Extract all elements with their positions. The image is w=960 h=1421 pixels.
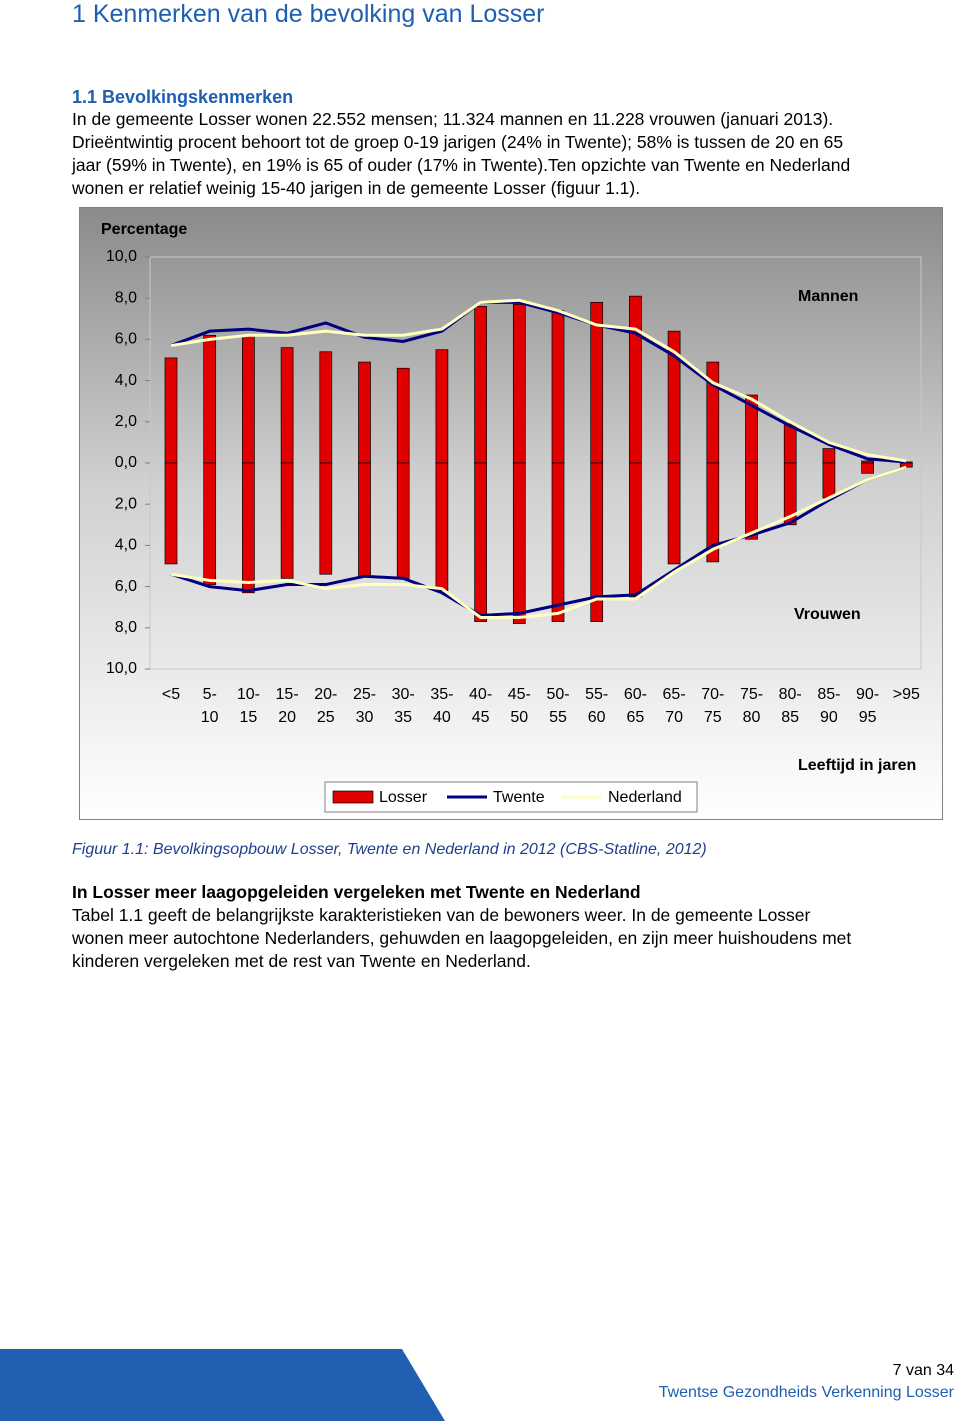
paragraph-line: In de gemeente Losser wonen 22.552 mense…	[72, 109, 834, 129]
x-tick-label: >95	[892, 686, 920, 703]
section-title: In Losser meer laagopgeleiden vergeleken…	[72, 882, 641, 902]
bar	[474, 462, 487, 622]
x-tick-label: 10- 15	[236, 686, 260, 726]
y-tick-label: 0,0	[115, 454, 137, 471]
legend-swatch	[332, 790, 374, 804]
bar	[629, 295, 642, 464]
footer-text: Twentse Gezondheids Verkenning Losser	[658, 1384, 954, 1401]
bar	[319, 462, 333, 575]
y-axis-label: Percentage	[101, 221, 187, 238]
legend-label: Nederland	[608, 789, 682, 806]
footer-band	[0, 1349, 445, 1421]
x-tick-label: 75- 80	[739, 686, 764, 726]
y-tick-label: 8,0	[115, 619, 137, 636]
bar	[203, 462, 217, 585]
x-tick-label: 65- 70	[662, 686, 686, 726]
y-tick-label: 6,0	[115, 578, 137, 595]
bar	[706, 462, 720, 563]
annotation: Vrouwen	[794, 606, 861, 623]
bar	[396, 367, 410, 464]
x-tick-label: 35- 40	[430, 686, 454, 726]
line	[170, 465, 907, 617]
x-tick-label: 90- 95	[856, 686, 880, 726]
bar	[783, 462, 797, 526]
legend-label: Losser	[379, 789, 428, 806]
page-title: 1 Kenmerken van de bevolking van Losser	[72, 0, 545, 28]
bar	[474, 306, 487, 464]
bar	[667, 462, 681, 565]
y-tick-label: 8,0	[115, 289, 137, 306]
x-tick-label: 45- 50	[507, 686, 531, 726]
bar	[822, 462, 836, 499]
y-tick-label: 4,0	[115, 537, 137, 554]
bar	[706, 361, 720, 464]
bar	[551, 310, 565, 464]
paragraph-line: Tabel 1.1 geeft de belangrijkste karakte…	[72, 905, 811, 925]
y-tick-label: 2,0	[115, 495, 137, 512]
bar	[590, 462, 604, 622]
bar	[629, 462, 642, 598]
y-tick-label: 6,0	[115, 331, 137, 348]
bar	[358, 462, 371, 577]
bar	[396, 462, 410, 579]
bar	[242, 334, 255, 464]
x-axis-label: Leeftijd in jaren	[798, 757, 916, 774]
page-number: 7 van 34	[892, 1362, 954, 1379]
line	[170, 298, 907, 463]
bar	[435, 462, 449, 592]
x-tick-label: 30- 35	[391, 686, 415, 726]
x-tick-label: 50- 55	[546, 686, 570, 726]
bar	[203, 334, 217, 464]
x-tick-label: 70- 75	[701, 686, 725, 726]
line	[170, 465, 907, 619]
bar	[319, 351, 333, 464]
paragraph-line: Drieëntwintig procent behoort tot de gro…	[72, 132, 844, 152]
paragraph-line: wonen meer autochtone Nederlanders, gehu…	[72, 928, 852, 948]
subtitle: 1.1 Bevolkingskenmerken	[72, 87, 294, 107]
bar	[164, 462, 178, 565]
bar	[745, 462, 758, 540]
y-tick-label: 10,0	[106, 248, 137, 265]
y-tick-label: 10,0	[106, 660, 137, 677]
line	[170, 300, 907, 464]
x-tick-label: 20- 25	[314, 686, 338, 726]
bar	[551, 462, 565, 622]
paragraph-line: wonen er relatief weinig 15-40 jarigen i…	[72, 178, 641, 198]
bar	[435, 349, 449, 464]
paragraph-line: jaar (59% in Twente), en 19% is 65 of ou…	[72, 155, 851, 175]
bar	[822, 448, 836, 464]
legend-label: Twente	[493, 789, 545, 806]
annotation: Mannen	[798, 288, 858, 305]
x-tick-label: 40- 45	[469, 686, 493, 726]
figure-caption: Figuur 1.1: Bevolkingsopbouw Losser, Twe…	[72, 841, 707, 858]
x-tick-label: 25- 30	[352, 686, 377, 726]
x-tick-label: 5- 10	[200, 686, 219, 726]
bar	[512, 462, 526, 625]
bar	[358, 361, 371, 464]
bar	[164, 357, 178, 464]
bar	[280, 462, 294, 579]
legend	[324, 781, 698, 813]
x-tick-label: 55- 60	[585, 686, 609, 726]
y-tick-label: 4,0	[115, 372, 137, 389]
x-tick-label: 85- 90	[817, 686, 841, 726]
bar	[512, 304, 526, 464]
x-tick-label: 80- 85	[778, 686, 802, 726]
bar	[861, 462, 874, 474]
paragraph-line: kinderen vergeleken met de rest van Twen…	[72, 951, 531, 971]
bar	[783, 423, 797, 464]
x-tick-label: <5	[161, 686, 181, 703]
y-tick-label: 2,0	[115, 413, 137, 430]
x-tick-label: 60- 65	[623, 686, 647, 726]
bar	[899, 462, 913, 468]
x-tick-label: 15- 20	[275, 686, 299, 726]
bar	[280, 347, 294, 464]
bar	[242, 462, 255, 594]
chart: Percentage Mannen Vrouwen Leeftijd in ja…	[79, 207, 943, 820]
